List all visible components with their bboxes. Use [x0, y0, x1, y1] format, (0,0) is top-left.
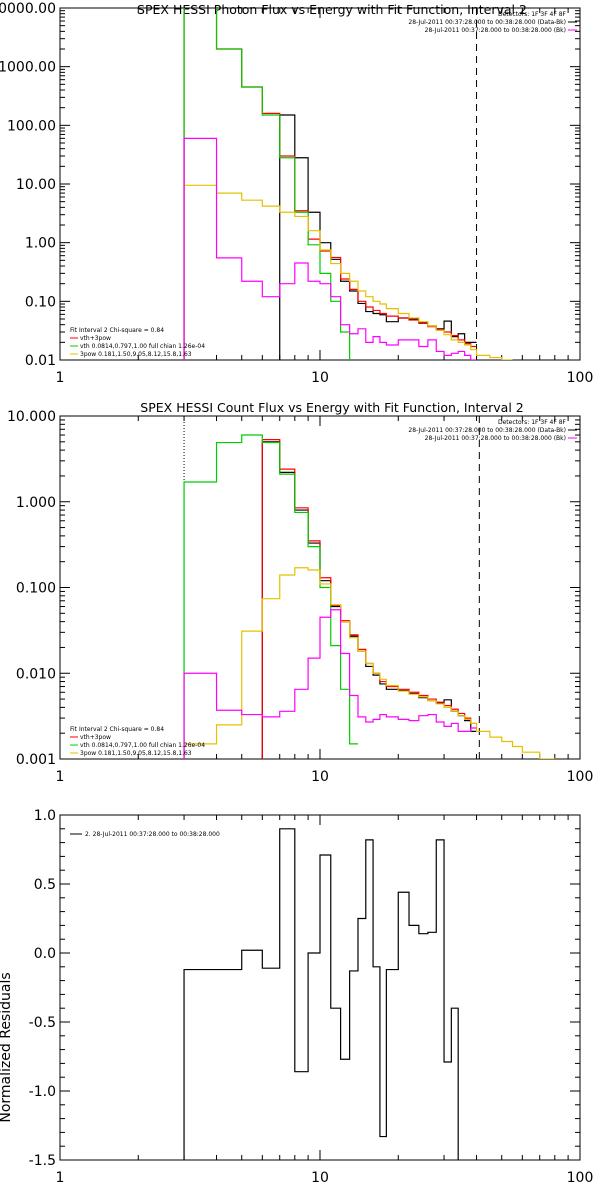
x-tick-label: 10: [311, 769, 329, 785]
plot-area: [183, 828, 459, 1160]
y-tick-label: 0.01: [25, 353, 56, 369]
y-tick-label: 0.5: [34, 877, 56, 893]
y-tick-label: 1.00: [25, 236, 56, 252]
y-tick-label: 0.010: [16, 666, 56, 682]
legend-entry: 2. 28-Jul-2011 00:37:28.000 to 00:38:28.…: [85, 831, 220, 838]
legend-entry: 3pow 0.181,1.50,9.05,8.12,15.8,1.63: [80, 351, 192, 358]
chart-title: SPEX HESSI Photon Flux vs Energy with Fi…: [137, 2, 527, 17]
data-series-3: [183, 8, 351, 360]
data-series-1: [279, 114, 477, 360]
x-tick-label: 10: [311, 1170, 329, 1186]
y-tick-label: 0.0: [34, 946, 56, 962]
y-tick-label: 10.00: [16, 177, 56, 193]
y-tick-label: 1000.00: [0, 60, 56, 76]
x-tick-label: 1: [56, 370, 65, 386]
x-tick-label: 100: [567, 769, 594, 785]
legend-entry: vth 0.0814,0.797,1.00 full chian 1.26e-0…: [80, 343, 205, 350]
legend-entry: 28-Jul-2011 00:37:28.000 to 00:38:28.000…: [425, 27, 566, 34]
chart-title: SPEX HESSI Count Flux vs Energy with Fit…: [140, 400, 523, 415]
y-tick-label: 10.000: [7, 409, 56, 425]
x-tick-label: 1: [56, 1170, 65, 1186]
data-series-4: [183, 184, 513, 360]
legend-entry: Detectors: 1F 3F 4F 8F: [498, 11, 567, 18]
y-tick-label: 100.00: [7, 118, 56, 134]
legend-entry: 28-Jul-2011 00:37:28.000 to 00:38:28.000…: [425, 435, 566, 442]
y-tick-label: 1.0: [34, 808, 56, 824]
data-series-2: [183, 8, 477, 360]
legend-entry: Fit Interval 2 Chi-square = 0.84: [70, 327, 164, 334]
legend-entry: vth 0.0814,0.797,1.00 full chian 1.26e-0…: [80, 742, 205, 749]
chart-panel-3: 1 10 100 -1.5 -1.0 -0.5 0.0 0.5 1.0 Normalized Re…: [0, 808, 594, 1186]
y-tick-label: -1.0: [29, 1084, 56, 1100]
data-series-1: [183, 828, 459, 1160]
x-tick-label: 100: [567, 370, 594, 386]
legend-entry: vth+3pow: [80, 335, 111, 342]
plot-area: [183, 416, 556, 759]
y-tick-label: -0.5: [29, 1015, 56, 1031]
x-tick-label: 1: [56, 769, 65, 785]
y-axis-label: Normalized Residuals: [0, 972, 14, 1122]
plot-frame: [59, 7, 581, 361]
legend-entry: vth+3pow: [80, 734, 111, 741]
chart-panel-2: SPEX HESSI Count Flux vs Energy with Fit…: [7, 400, 593, 785]
y-tick-label: -1.5: [29, 1153, 56, 1169]
legend-entry: 3pow 0.181,1.50,9.05,8.12,15.8,1.63: [80, 750, 192, 757]
data-series-5: [183, 609, 477, 759]
chart-panel-1: SPEX HESSI Photon Flux vs Energy with Fi…: [0, 1, 594, 386]
legend-entry: 28-Jul-2011 00:37:28.000 to 00:38:28.000…: [408, 19, 566, 26]
legend-entry: Fit Interval 2 Chi-square = 0.84: [70, 726, 164, 733]
data-series-3: [183, 434, 358, 759]
plot-area: [183, 8, 513, 360]
y-tick-label: 0.100: [16, 581, 56, 597]
legend-entry: 28-Jul-2011 00:37:28.000 to 00:38:28.000…: [408, 427, 566, 434]
data-series-5: [183, 137, 477, 360]
data-series-4: [183, 567, 556, 759]
legend-entry: Detectors: 1F 3F 4F 8F: [498, 419, 567, 426]
y-tick-label: 0.001: [16, 752, 56, 768]
y-tick-label: 1.000: [16, 495, 56, 511]
x-tick-label: 10: [311, 370, 329, 386]
x-tick-label: 100: [567, 1170, 594, 1186]
y-tick-label: 10000.00: [0, 1, 56, 17]
y-tick-label: 0.10: [25, 294, 56, 310]
data-series-1: [261, 441, 477, 759]
